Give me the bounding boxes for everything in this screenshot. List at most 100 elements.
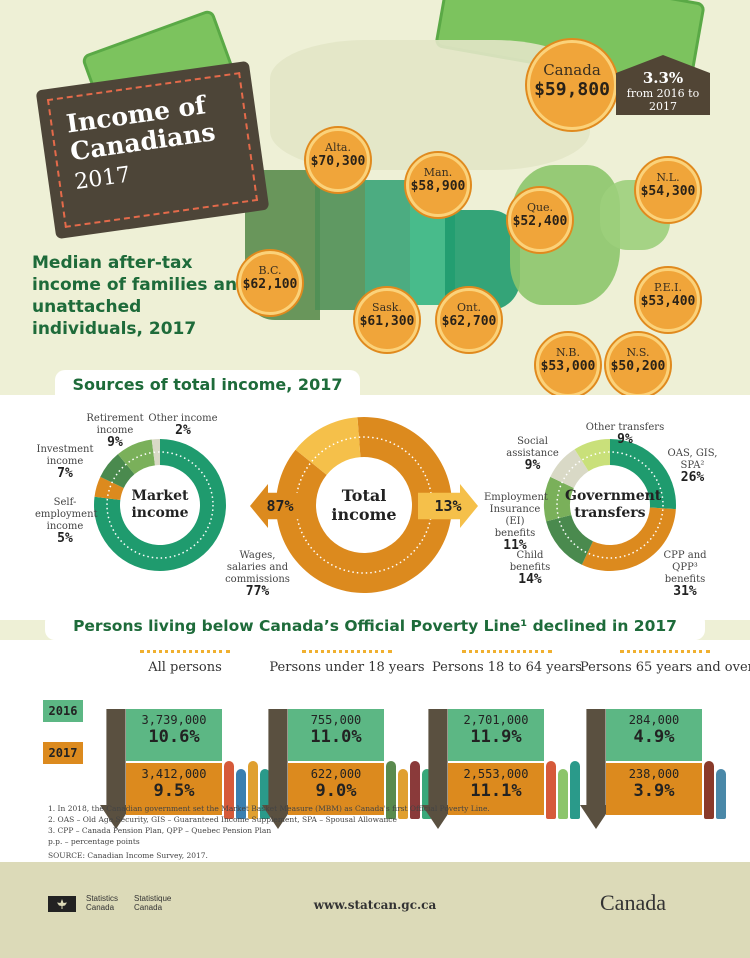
label-investment: Investment income 7% — [36, 444, 94, 481]
count-2016: 284,000 — [628, 713, 680, 727]
dotted-ring — [556, 451, 664, 559]
badge-value: $61,300 — [359, 314, 415, 329]
rate-2016: 11.0% — [310, 727, 362, 747]
badge-value: $53,000 — [540, 359, 596, 374]
badge-nb: N.B. $53,000 — [536, 333, 600, 395]
person-icon — [546, 761, 556, 819]
badge-value: $58,900 — [410, 179, 466, 194]
badge-value: $52,400 — [512, 214, 568, 229]
badge-alberta: Alta. $70,300 — [306, 128, 370, 192]
badge-value: $62,700 — [441, 314, 497, 329]
badge-name: Canada — [543, 61, 601, 79]
sources-title: Sources of total income, 2017 — [55, 370, 360, 400]
poverty-group: Persons under 18 years 2.0 p.p. 755,000 1… — [262, 650, 432, 845]
title-sign: Income of Canadians 2017 — [35, 60, 270, 240]
statcan-en: Statistics Canada — [86, 894, 119, 912]
donut-slice-wages-salaries-and-commissions — [94, 439, 227, 571]
rate-2017: 3.9% — [633, 781, 675, 801]
person-icon — [224, 761, 234, 819]
label-other-transfers: Other transfers 9% — [585, 422, 665, 447]
box-2016: 284,000 4.9% — [606, 709, 702, 761]
label-oas: OAS, GIS, SPA² 26% — [667, 448, 718, 485]
box-2016: 3,739,000 10.6% — [126, 709, 222, 761]
market-center-label: Market income — [131, 488, 189, 521]
person-icon — [386, 761, 396, 819]
year-2016-label: 2016 — [43, 700, 83, 722]
dotted-divider — [462, 650, 552, 656]
person-icon — [248, 761, 258, 819]
canada-wordmark: Canada — [600, 890, 666, 915]
count-2016: 755,000 — [310, 713, 362, 727]
badge-ns: N.S. $50,200 — [606, 333, 670, 395]
donut-slice-oas-gis-spa — [610, 439, 676, 510]
person-icon — [260, 769, 270, 819]
badge-ontario: Ont. $62,700 — [437, 288, 501, 352]
year-2017-label: 2017 — [43, 742, 83, 764]
group-title: Persons 18 to 64 years — [432, 660, 582, 675]
label-cpp: CPP and QPP³ benefits 31% — [663, 550, 707, 599]
website-link[interactable]: www.statcan.gc.ca — [313, 898, 437, 912]
footnote: 2. OAS – Old Age Security, GIS – Guarant… — [48, 815, 397, 824]
label-other-income: Other income 2% — [148, 413, 218, 438]
badge-name: Alta. — [325, 141, 351, 154]
donut-slice-investment-income — [100, 454, 135, 488]
donut-slice-cpp-and-qpp-benefits — [581, 507, 676, 571]
donut-slice-market-income — [276, 417, 452, 593]
badge-manitoba: Man. $58,900 — [406, 153, 470, 217]
label-child-benefits: Child benefits 14% — [509, 550, 551, 587]
map-section: Income of Canadians 2017 Median after-ta… — [0, 0, 750, 395]
badge-name: Ont. — [456, 301, 482, 314]
count-2017: 2,553,000 — [463, 767, 529, 781]
count-2016: 3,739,000 — [141, 713, 207, 727]
footnote: 1. In 2018, the Canadian government set … — [48, 804, 490, 813]
badge-name: N.B. — [556, 346, 580, 359]
badge-value: $59,800 — [534, 79, 610, 100]
badge-name: B.C. — [258, 264, 282, 277]
person-icon — [716, 769, 726, 819]
box-2017: 622,000 9.0% — [288, 763, 384, 815]
subtitle: Median after-tax income of families and … — [32, 253, 250, 339]
count-2016: 2,701,000 — [463, 713, 529, 727]
donut-slice-other-transfers — [574, 439, 610, 472]
badge-name: P.E.I. — [653, 281, 683, 294]
badge-name: Que. — [526, 201, 554, 214]
canada-flag-icon — [48, 896, 76, 912]
label-retirement: Retirement income 9% — [86, 413, 144, 450]
donut-slice-other-income — [151, 439, 160, 466]
label-self-employment: Self-employment income 5% — [35, 497, 98, 546]
badge-value: $62,100 — [242, 277, 298, 292]
poverty-title: Persons living below Canada’s Official P… — [45, 612, 705, 640]
donut-slice-self-employment-income — [94, 476, 124, 500]
dotted-divider — [140, 650, 230, 656]
map-alberta — [315, 180, 365, 310]
poverty-group: Persons 18 to 64 years 0.8 p.p. 2,701,00… — [422, 650, 592, 845]
badge-value: $53,400 — [640, 294, 696, 309]
badge-sask: Sask. $61,300 — [355, 288, 419, 352]
footnotes: 1. In 2018, the Canadian government set … — [48, 803, 490, 861]
person-icon — [558, 769, 568, 819]
person-icon — [236, 769, 246, 819]
box-2016: 2,701,000 11.9% — [448, 709, 544, 761]
person-icon — [398, 769, 408, 819]
dotted-divider — [620, 650, 710, 656]
footnote: 3. CPP – Canada Pension Plan, QPP – Queb… — [48, 826, 272, 835]
badge-nl: N.L. $54,300 — [636, 158, 700, 222]
badge-value: $70,300 — [310, 154, 366, 169]
group-title: Persons 65 years and over — [580, 660, 750, 675]
donut-slice-employment-insurance-ei-benefits — [544, 476, 574, 522]
dotted-divider — [302, 650, 392, 656]
count-2017: 622,000 — [310, 767, 362, 781]
footnote: p.p. – percentage points — [48, 837, 140, 846]
dotted-ring — [106, 451, 214, 559]
count-2017: 3,412,000 — [141, 767, 207, 781]
person-icon — [570, 761, 580, 819]
poverty-group: All persons 1.1 p.p. 3,739,000 10.6% 3,41… — [100, 650, 282, 845]
count-2017: 238,000 — [628, 767, 680, 781]
badge-name: Sask. — [372, 301, 402, 314]
gov-center-label: Government transfers — [565, 488, 662, 521]
box-2017: 2,553,000 11.1% — [448, 763, 544, 815]
badge-value: $50,200 — [610, 359, 666, 374]
change-value: 3.3% — [642, 69, 684, 87]
change-note: from 2016 to 2017 — [626, 87, 700, 113]
person-icon — [422, 769, 432, 819]
